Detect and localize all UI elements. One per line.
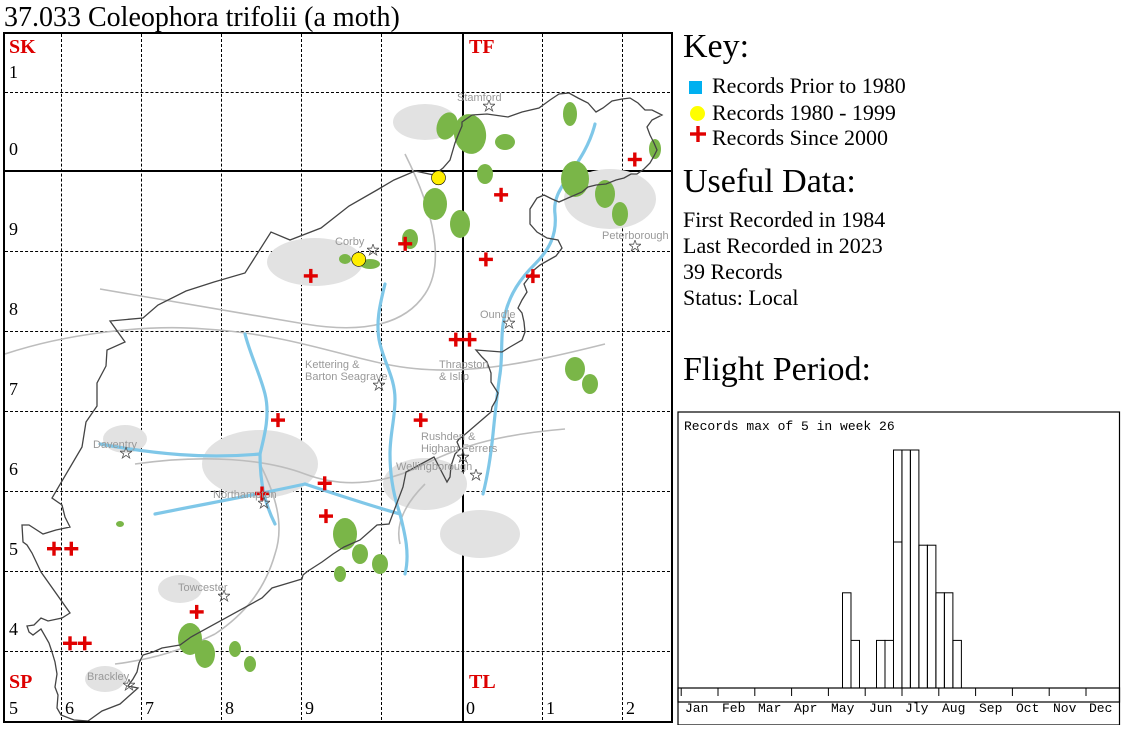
svg-text:Sep: Sep [979, 701, 1002, 716]
svg-text:Dec: Dec [1089, 701, 1112, 716]
svg-text:Jly: Jly [905, 701, 929, 716]
svg-text:Jun: Jun [869, 701, 892, 716]
svg-text:Oct: Oct [1016, 701, 1039, 716]
svg-text:Feb: Feb [722, 701, 745, 716]
svg-text:Aug: Aug [942, 701, 965, 716]
svg-text:Jan: Jan [685, 701, 708, 716]
svg-text:May: May [831, 701, 855, 716]
svg-text:Records max of 5 in week 26: Records max of 5 in week 26 [684, 419, 895, 434]
svg-text:Apr: Apr [794, 701, 817, 716]
svg-text:Nov: Nov [1053, 701, 1077, 716]
svg-text:Mar: Mar [758, 701, 781, 716]
